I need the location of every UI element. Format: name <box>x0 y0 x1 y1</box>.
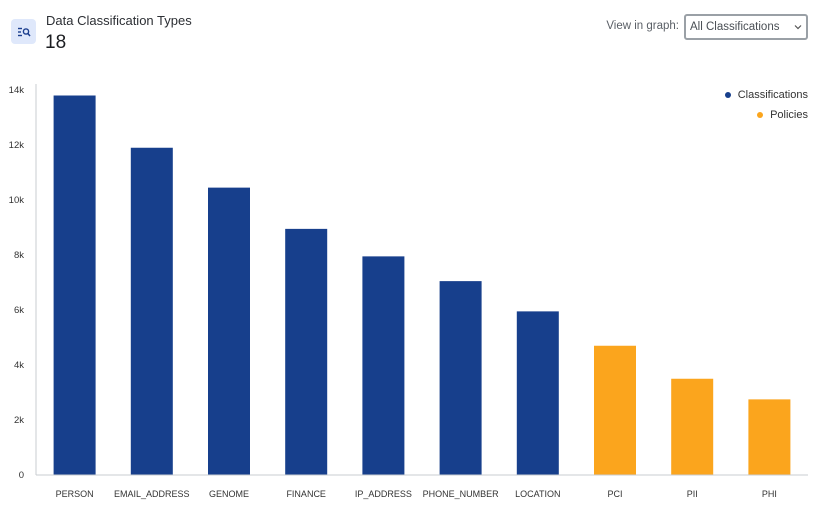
y-tick-label: 12k <box>9 140 25 151</box>
x-tick-label: PCI <box>607 489 622 499</box>
legend-item-policies[interactable]: Policies <box>725 105 808 125</box>
chart-legend: Classifications Policies <box>724 85 808 125</box>
bar-email-address[interactable] <box>130 147 173 475</box>
bar-pii[interactable] <box>671 378 714 475</box>
x-axis: PERSON EMAIL_ADDRESS GENOME FINANCE IP_ADDRE… <box>36 474 808 499</box>
x-tick-label: GENOME <box>209 489 249 499</box>
x-tick-label: PHONE_NUMBER <box>423 489 500 499</box>
bar-phi[interactable] <box>748 399 791 475</box>
bar-pci[interactable] <box>594 345 636 475</box>
classification-count: 18 <box>45 32 67 53</box>
bar-location[interactable] <box>516 311 559 475</box>
bar-finance[interactable] <box>285 228 328 475</box>
classification-select[interactable]: All Classifications <box>684 14 808 40</box>
y-tick-label: 4k <box>14 360 24 371</box>
select-value: All Classifications <box>690 21 780 33</box>
chevron-down-icon <box>790 24 806 30</box>
x-tick-label: PII <box>687 489 698 499</box>
x-tick-label: EMAIL_ADDRESS <box>114 489 190 499</box>
bar-ip-address[interactable] <box>362 256 405 475</box>
x-tick-label: LOCATION <box>515 489 560 499</box>
y-tick-label: 8k <box>14 250 24 261</box>
x-tick-label: PERSON <box>56 489 94 499</box>
bar-person[interactable] <box>53 95 96 476</box>
view-in-graph-label: View in graph: <box>606 20 679 32</box>
legend-item-classifications[interactable]: Classifications <box>724 85 808 105</box>
y-tick-label: 2k <box>14 415 24 426</box>
y-axis: 0 2k 4k 6k 8k 10k 12k 14k <box>9 84 37 481</box>
y-tick-label: 6k <box>14 305 24 316</box>
legend-dot <box>724 92 731 98</box>
page-title: Data Classification Types <box>46 13 192 28</box>
legend-dot <box>757 112 764 118</box>
y-tick-label: 0 <box>19 470 24 481</box>
x-tick-label: IP_ADDRESS <box>355 489 412 499</box>
y-tick-label: 14k <box>9 85 25 96</box>
x-tick-label: PHI <box>762 489 777 499</box>
y-tick-label: 10k <box>9 195 25 206</box>
bars <box>53 95 791 476</box>
search-list-icon <box>11 19 36 44</box>
bar-phone-number[interactable] <box>439 281 482 475</box>
x-tick-label: FINANCE <box>286 489 326 499</box>
legend-label: Policies <box>770 109 808 121</box>
bar-genome[interactable] <box>208 187 250 475</box>
legend-label: Classifications <box>737 89 808 101</box>
